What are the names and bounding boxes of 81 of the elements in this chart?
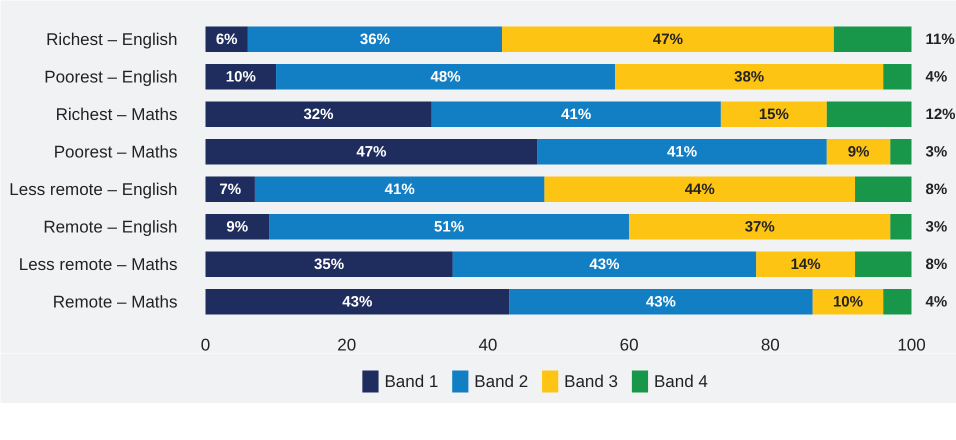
data-label: 4% [926, 293, 948, 310]
bar [254, 176, 544, 202]
legend-label: Band 3 [564, 372, 618, 391]
data-label: 11% [926, 30, 955, 48]
bar [248, 26, 502, 52]
legend-label: Band 4 [654, 372, 708, 391]
data-label: 8% [926, 256, 948, 273]
data-label: 37% [744, 218, 775, 236]
bar [890, 139, 912, 164]
bar [431, 102, 721, 127]
bar [544, 176, 856, 202]
bar [206, 176, 255, 202]
data-label: 35% [314, 256, 344, 273]
bar [826, 139, 890, 164]
bar [756, 252, 856, 277]
data-label: 41% [667, 143, 698, 160]
bar [614, 64, 884, 90]
data-label: 3% [926, 218, 948, 236]
data-label: 9% [226, 218, 248, 236]
bar [206, 64, 276, 90]
data-label: 43% [342, 293, 372, 310]
data-label: 10% [226, 68, 256, 86]
y-tick-label: Less remote – Maths [18, 254, 178, 274]
legend-label: Band 1 [384, 372, 438, 391]
data-label: 6% [216, 30, 238, 48]
data-label: 10% [832, 293, 863, 310]
bar [206, 289, 510, 314]
y-tick-label: Remote – Maths [52, 292, 178, 312]
data-label: 41% [561, 106, 592, 123]
bar [269, 214, 630, 240]
x-tick-label: 40 [478, 336, 498, 354]
data-label: 32% [303, 106, 334, 123]
bar [206, 102, 432, 127]
data-label: 43% [646, 293, 676, 310]
bar [537, 139, 827, 164]
x-tick-label: 60 [620, 336, 639, 354]
x-tick-label: 100 [897, 336, 926, 354]
data-label: 41% [384, 180, 415, 198]
data-label: 38% [734, 68, 764, 86]
data-label: 3% [926, 143, 948, 160]
bar [883, 289, 912, 314]
data-label: 15% [758, 106, 789, 123]
bar [720, 102, 827, 127]
data-label: 7% [219, 180, 242, 198]
bar [812, 289, 884, 314]
x-tick-label: 80 [760, 336, 780, 354]
bar [276, 64, 615, 90]
data-label: 47% [356, 143, 386, 160]
data-label: 12% [926, 106, 956, 123]
data-label: 9% [848, 143, 870, 160]
data-label: 36% [360, 30, 390, 48]
y-tick-label: Richest – English [46, 30, 178, 49]
y-tick-label: Remote – English [43, 217, 178, 236]
y-tick-label: Poorest – English [44, 67, 178, 86]
data-label: 44% [684, 180, 715, 198]
y-tick-label: Richest – Maths [56, 104, 178, 124]
data-label: 8% [926, 180, 948, 198]
bar [629, 214, 890, 240]
x-tick-label: 20 [337, 336, 356, 354]
legend-label: Band 2 [474, 372, 528, 391]
bar [502, 26, 834, 52]
data-label: 51% [434, 218, 464, 236]
bar [206, 252, 453, 277]
bar [452, 252, 756, 277]
bar [834, 26, 912, 52]
bar [855, 176, 912, 202]
data-label: 47% [652, 30, 683, 48]
bar [826, 102, 912, 127]
bar [890, 214, 912, 240]
y-tick-label: Less remote – English [9, 180, 178, 199]
data-label: 4% [926, 68, 948, 86]
bar [206, 139, 538, 164]
bar [206, 214, 270, 240]
data-label: 48% [430, 68, 461, 86]
bar [509, 289, 813, 314]
bar [855, 252, 912, 277]
x-tick-label: 0 [200, 336, 210, 354]
data-label: 43% [589, 256, 620, 273]
y-tick-label: Poorest – Maths [54, 142, 178, 162]
bar [883, 64, 912, 90]
data-label: 14% [790, 256, 821, 273]
